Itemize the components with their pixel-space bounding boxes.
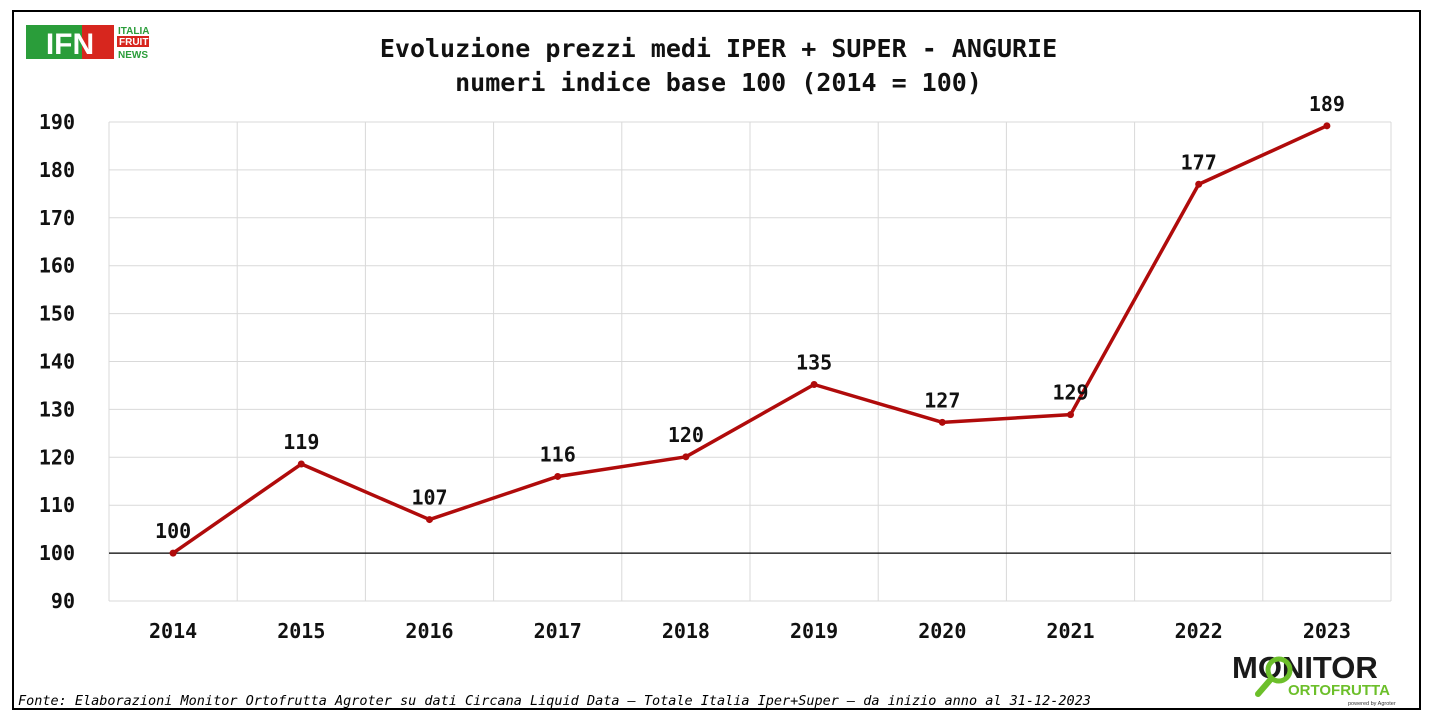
data-label: 120: [668, 423, 704, 447]
y-tick-label: 100: [39, 541, 75, 565]
x-tick-label: 2016: [405, 619, 453, 643]
source-note: Fonte: Elaborazioni Monitor Ortofrutta A…: [18, 693, 1091, 709]
y-tick-label: 150: [39, 302, 75, 326]
data-label: 127: [924, 388, 960, 412]
x-tick-label: 2017: [534, 619, 582, 643]
data-point: [169, 549, 177, 557]
data-point: [1323, 122, 1331, 130]
y-tick-label: 190: [39, 110, 75, 134]
ifn-logo-sub-bg: [117, 36, 149, 47]
y-tick-label: 130: [39, 397, 75, 421]
series-line-group: [172, 124, 1328, 555]
y-tick-label: 140: [39, 350, 75, 374]
data-label: 177: [1181, 150, 1217, 174]
data-label: 135: [796, 350, 832, 374]
ifn-logo-sub-3: NEWS: [118, 50, 148, 61]
y-tick-label: 180: [39, 158, 75, 182]
y-tick-label: 90: [51, 589, 75, 613]
monitor-logo-line2: ORTOFRUTTA: [1288, 682, 1390, 699]
chart-subtitle: numeri indice base 100 (2014 = 100): [455, 68, 982, 97]
x-tick-label: 2015: [277, 619, 325, 643]
monitor-ortofrutta-logo: MONITOR ORTOFRUTTA powered by Agroter: [1232, 650, 1396, 707]
y-tick-label: 170: [39, 206, 75, 230]
series-line: [172, 124, 1328, 555]
data-label: 107: [411, 486, 447, 510]
data-point: [1067, 411, 1074, 419]
data-label: 100: [155, 519, 191, 543]
x-tick-label: 2022: [1175, 619, 1223, 643]
ifn-logo-sub-2: FRUIT: [119, 37, 148, 48]
x-tick-label: 2014: [149, 619, 197, 643]
data-label: 189: [1309, 92, 1345, 116]
ifn-logo-sub-1: ITALIA: [118, 26, 149, 37]
data-label: 119: [283, 430, 319, 454]
x-tick-label: 2023: [1303, 619, 1351, 643]
data-point: [297, 460, 305, 468]
monitor-logo-line3: powered by Agroter: [1348, 701, 1396, 707]
ifn-logo: IFN ITALIA FRUIT NEWS: [26, 25, 149, 61]
x-tick-label: 2018: [662, 619, 710, 643]
magnifier-icon: [1265, 656, 1293, 684]
x-tick-label: 2019: [790, 619, 838, 643]
magnifier-handle: [1255, 676, 1274, 697]
data-point: [426, 516, 433, 524]
chart-title: Evoluzione prezzi medi IPER + SUPER - AN…: [379, 34, 1058, 63]
y-tick-label: 110: [39, 493, 75, 517]
x-tick-label: 2020: [918, 619, 966, 643]
data-point: [938, 418, 946, 426]
data-label: 129: [1052, 381, 1088, 405]
y-axis-ticks: 90 100 110 120 130 140 150 160 170 180 190: [39, 110, 75, 613]
y-tick-label: 160: [39, 254, 75, 278]
data-label: 116: [540, 442, 576, 466]
chart-frame: [12, 10, 1421, 710]
data-point: [682, 453, 690, 461]
monitor-logo-line1: MONITOR: [1232, 650, 1378, 685]
data-point: [810, 380, 818, 388]
x-tick-label: 2021: [1046, 619, 1094, 643]
data-points: [169, 122, 1331, 557]
ifn-logo-bg-red: [82, 25, 114, 59]
y-tick-label: 120: [39, 445, 75, 469]
data-point: [1195, 180, 1203, 188]
x-axis-ticks: 2014 2015 2016 2017 2018 2019 2020 2021 2022 2023: [149, 619, 1351, 643]
data-labels: 100 119 107 116 120 135 127 129 177 189: [155, 92, 1345, 543]
ifn-logo-text: IFN: [46, 28, 94, 61]
data-point: [554, 472, 562, 480]
